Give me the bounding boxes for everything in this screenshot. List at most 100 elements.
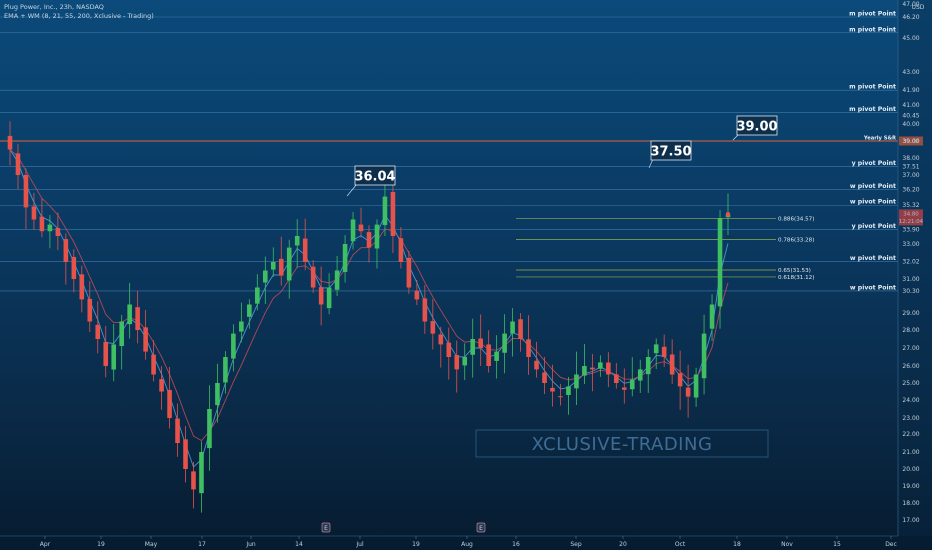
- candle-body: [191, 471, 196, 490]
- pivot-label: y pivot Point: [852, 223, 896, 230]
- candle-body: [550, 387, 555, 392]
- candle-body: [79, 274, 85, 300]
- candle-body: [318, 287, 324, 305]
- date-tick-label: 14: [295, 541, 303, 548]
- date-tick-label: Aug: [461, 541, 473, 548]
- candle-body: [223, 357, 228, 383]
- fib-label: 0.65(31.53): [778, 268, 811, 274]
- fibonacci-levels: 0.886(34.57) 0.786(33.28) 0.65(31.53)0.618…: [516, 216, 814, 281]
- candle-body: [566, 386, 571, 395]
- callout-box: [650, 140, 692, 161]
- candle-body: [135, 307, 140, 330]
- price-tick-label: 27.00: [902, 345, 919, 352]
- candle-body: [574, 374, 579, 389]
- candle-body: [215, 383, 220, 406]
- date-tick-label: 16: [512, 541, 520, 548]
- yearly-price-tag: [899, 136, 923, 146]
- candle-body: [582, 366, 587, 376]
- earnings-marker[interactable]: [321, 522, 331, 533]
- candle-body: [709, 304, 715, 329]
- candle-body: [494, 351, 499, 361]
- candle-body: [175, 418, 180, 443]
- pivot-levels: m pivot Point m pivot Point m pivot Point m…: [0, 11, 923, 291]
- candle-body: [717, 218, 723, 307]
- last-price-countdown: 12:21:04: [899, 219, 924, 225]
- callout-box: [736, 115, 778, 136]
- date-tick-label: Sep: [570, 541, 582, 548]
- price-tick-label: 37.51: [902, 163, 919, 170]
- candle-body: [422, 298, 428, 322]
- price-tick-label: 26.00: [902, 363, 919, 370]
- price-tick-label: 40.45: [902, 112, 919, 119]
- price-tick-label: 45.00: [902, 35, 919, 42]
- candle-body: [637, 369, 643, 381]
- price-tick-label: 17.00: [902, 517, 919, 524]
- candle-body: [103, 341, 109, 366]
- candle-body: [207, 409, 212, 449]
- candle-body: [685, 387, 691, 397]
- watermark: XCLUSIVE-TRADING: [475, 429, 769, 458]
- candle-body: [7, 135, 13, 150]
- price-tick-label: 41.00: [902, 102, 919, 109]
- candle-body: [278, 258, 284, 276]
- price-tick-label: 41.90: [902, 87, 919, 94]
- fib-label: 0.786(33.28): [778, 238, 814, 244]
- candle-body: [438, 334, 444, 345]
- candle-body: [119, 321, 124, 347]
- candle-body: [542, 372, 547, 383]
- date-tick-label: 20: [619, 541, 627, 548]
- callout-label: 36.04: [354, 170, 395, 185]
- pivot-label: w pivot Point: [850, 199, 896, 206]
- moving-averages: [9, 149, 729, 468]
- date-tick-label: 19: [97, 541, 105, 548]
- price-tick-label: 37.00: [902, 172, 919, 179]
- pivot-label: w pivot Point: [850, 183, 896, 190]
- price-callouts: 36.04 37.50 39.00 34.80 12:21:04: [346, 115, 924, 226]
- candle-body: [270, 262, 276, 270]
- candle-body: [255, 287, 260, 304]
- price-tick-label: 39.00: [902, 138, 919, 145]
- fib-label: 0.618(31.12): [778, 275, 814, 281]
- candle-body: [127, 304, 132, 325]
- candle-body: [167, 390, 172, 418]
- price-tick-label: 31.00: [902, 276, 919, 283]
- candle-body: [63, 239, 69, 262]
- currency-label: USD: [912, 4, 925, 11]
- candle-body: [23, 174, 29, 208]
- callout-pointer: [346, 183, 358, 197]
- candle-body: [183, 439, 188, 469]
- pivot-label: Yearly S&R: [863, 136, 896, 142]
- callout-label: 39.00: [736, 120, 777, 135]
- candle-body: [398, 238, 404, 262]
- candle-body: [350, 219, 356, 242]
- candle-body: [621, 387, 627, 390]
- price-tick-label: 24.00: [902, 397, 919, 404]
- candle-body: [111, 344, 117, 370]
- pivot-label: m pivot Point: [849, 106, 896, 113]
- candle-body: [239, 321, 244, 332]
- candle-body: [406, 257, 412, 288]
- price-tick-label: 38.00: [902, 155, 919, 162]
- price-tick-label: 32.02: [902, 259, 919, 266]
- earnings-marker[interactable]: [476, 522, 486, 533]
- date-tick-label: Jul: [355, 541, 364, 548]
- chart-title: Plug Power, Inc., 23h, NASDAQ: [4, 3, 104, 11]
- candle-body: [502, 333, 507, 353]
- price-tick-label: 28.00: [902, 327, 919, 334]
- ema-fast-line: [9, 149, 729, 468]
- date-tick-label: Nov: [781, 541, 793, 548]
- candle-body: [414, 290, 420, 300]
- candle-body: [558, 396, 563, 398]
- candle-body: [669, 354, 675, 375]
- callout-pointer: [648, 158, 654, 169]
- price-tick-label: 36.20: [902, 186, 919, 193]
- candle-body: [598, 362, 603, 369]
- pivot-label: m pivot Point: [849, 11, 896, 18]
- candle-body: [247, 304, 252, 317]
- pivot-label: m pivot Point: [849, 26, 896, 33]
- candle-body: [326, 287, 332, 309]
- candle-body: [526, 339, 531, 357]
- candle-body: [446, 342, 452, 357]
